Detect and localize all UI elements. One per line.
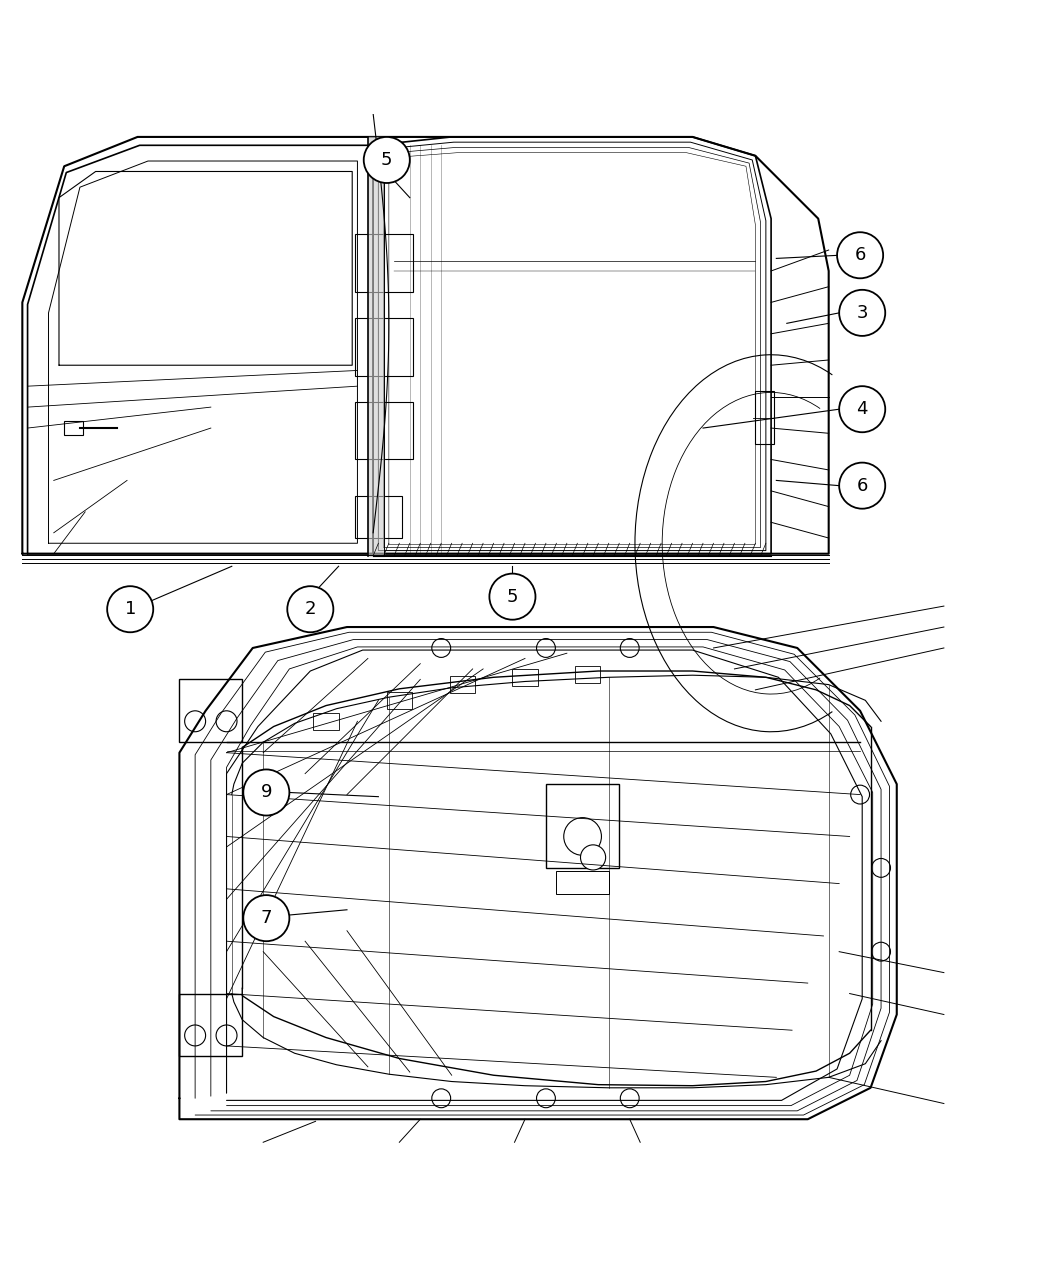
Circle shape [288, 586, 333, 632]
Circle shape [107, 586, 153, 632]
Circle shape [244, 769, 290, 816]
Circle shape [839, 289, 885, 335]
Bar [546, 784, 620, 868]
Circle shape [432, 639, 450, 658]
Text: 6: 6 [857, 477, 868, 495]
Bar [355, 402, 413, 459]
Text: 4: 4 [857, 400, 868, 418]
Bar [556, 871, 609, 894]
Circle shape [872, 942, 890, 961]
Circle shape [872, 858, 890, 877]
Bar [355, 317, 413, 376]
Circle shape [244, 895, 290, 941]
Text: 3: 3 [857, 303, 868, 321]
Bar [180, 680, 243, 742]
Bar [386, 692, 412, 709]
Text: 9: 9 [260, 784, 272, 802]
Text: 5: 5 [381, 150, 393, 170]
Circle shape [621, 639, 639, 658]
Text: 7: 7 [260, 909, 272, 927]
Bar [64, 421, 83, 435]
Bar [180, 993, 243, 1057]
Bar [355, 496, 402, 538]
Bar [512, 669, 538, 686]
Circle shape [621, 1089, 639, 1108]
Text: 5: 5 [507, 588, 519, 606]
Bar [449, 676, 475, 694]
Circle shape [581, 845, 606, 870]
Bar [755, 391, 774, 444]
Text: 6: 6 [855, 246, 866, 264]
Text: 2: 2 [304, 601, 316, 618]
Circle shape [363, 136, 410, 184]
Circle shape [537, 1089, 555, 1108]
Text: 1: 1 [125, 601, 135, 618]
Circle shape [489, 574, 536, 620]
Circle shape [185, 710, 206, 732]
Circle shape [839, 386, 885, 432]
Circle shape [185, 1025, 206, 1046]
Circle shape [432, 1089, 450, 1108]
Circle shape [564, 817, 602, 856]
Circle shape [216, 710, 237, 732]
Circle shape [537, 639, 555, 658]
Circle shape [216, 1025, 237, 1046]
Circle shape [839, 463, 885, 509]
Bar [314, 713, 338, 729]
Circle shape [837, 232, 883, 278]
Circle shape [850, 785, 869, 805]
Bar [355, 235, 413, 292]
Bar [575, 666, 601, 682]
